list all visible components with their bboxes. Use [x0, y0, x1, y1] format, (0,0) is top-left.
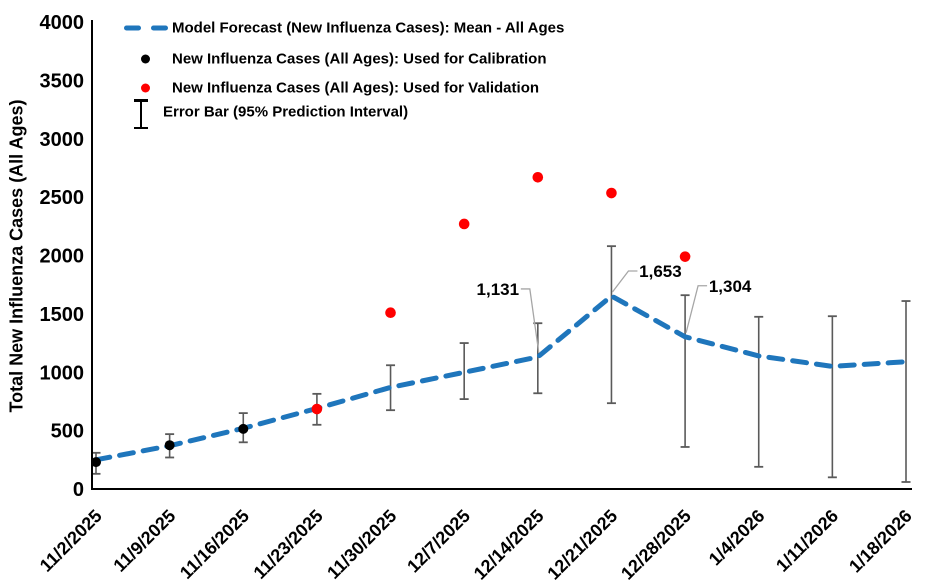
- y-tick-label: 1000: [40, 362, 85, 384]
- legend-label-forecast: Model Forecast (New Influenza Cases): Me…: [172, 19, 565, 37]
- x-tick-label: 11/30/2025: [323, 506, 400, 583]
- x-tick-label: 12/7/2025: [403, 506, 474, 577]
- x-tick-label: 12/14/2025: [470, 506, 548, 584]
- y-tick-label: 0: [73, 479, 84, 501]
- calibration-point: [164, 440, 175, 451]
- legend-item-errorbar: Error Bar (95% Prediction Interval): [0, 99, 640, 129]
- y-tick-label: 4000: [40, 12, 85, 34]
- x-tick-label: 11/9/2025: [109, 506, 179, 576]
- x-tick-label: 12/21/2025: [543, 506, 621, 584]
- y-tick-label: 3500: [40, 70, 85, 92]
- annotation-label: 1,653: [639, 262, 682, 281]
- annotation-leader: [685, 285, 708, 333]
- legend-item-validation: New Influenza Cases (All Ages): Used for…: [0, 77, 640, 99]
- error-bar-icon: [133, 99, 149, 129]
- calibration-dot-icon: [141, 54, 150, 64]
- validation-dot-icon: [141, 83, 150, 93]
- annotation-leader: [611, 270, 638, 293]
- legend: Model Forecast (New Influenza Cases): Me…: [0, 0, 640, 140]
- legend-label-errorbar: Error Bar (95% Prediction Interval): [163, 103, 409, 121]
- annotation-leader: [520, 288, 540, 354]
- dashed-line-icon: [124, 25, 168, 31]
- calibration-point: [91, 457, 101, 468]
- y-tick-label: 1500: [40, 304, 85, 326]
- validation-point: [679, 251, 691, 262]
- x-tick-label: 11/16/2025: [176, 506, 253, 583]
- x-tick-label: 1/11/2026: [772, 506, 842, 576]
- x-tick-label: 11/2/2025: [36, 506, 106, 576]
- x-tick-label: 11/23/2025: [250, 506, 327, 583]
- annotation-label: 1,131: [477, 280, 520, 299]
- x-tick-label: 1/18/2026: [845, 506, 916, 577]
- validation-point: [606, 187, 617, 199]
- legend-item-forecast: Model Forecast (New Influenza Cases): Me…: [0, 17, 640, 39]
- legend-label-calibration: New Influenza Cases (All Ages): Used for…: [172, 50, 547, 68]
- y-axis-title: Total New Influenza Cases (All Ages): [6, 99, 27, 413]
- x-tick-label: 1/4/2026: [705, 506, 769, 570]
- validation-point: [458, 218, 470, 230]
- x-tick-label: 12/28/2025: [617, 506, 695, 584]
- validation-point: [385, 307, 396, 319]
- validation-point: [532, 171, 544, 183]
- calibration-point: [238, 423, 249, 434]
- legend-item-calibration: New Influenza Cases (All Ages): Used for…: [0, 48, 640, 70]
- forecast-line: [93, 293, 909, 463]
- validation-point: [311, 403, 323, 415]
- y-tick-label: 2000: [40, 246, 85, 268]
- legend-label-validation: New Influenza Cases (All Ages): Used for…: [172, 79, 540, 97]
- y-tick-label: 500: [51, 421, 84, 443]
- y-tick-label: 2500: [40, 187, 85, 209]
- y-tick-label: 3000: [40, 129, 85, 151]
- annotation-label: 1,304: [709, 277, 752, 296]
